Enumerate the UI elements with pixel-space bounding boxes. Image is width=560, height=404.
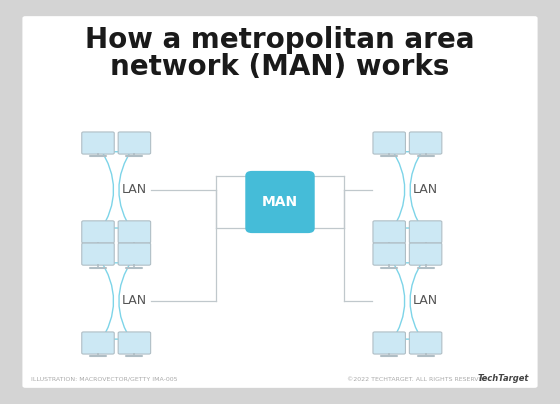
- Text: LAN: LAN: [122, 295, 147, 307]
- FancyBboxPatch shape: [373, 332, 405, 354]
- FancyBboxPatch shape: [373, 243, 405, 265]
- Text: LAN: LAN: [122, 183, 147, 196]
- Text: ©2022 TECHTARGET. ALL RIGHTS RESERVED: ©2022 TECHTARGET. ALL RIGHTS RESERVED: [347, 377, 487, 382]
- Text: LAN: LAN: [413, 295, 438, 307]
- FancyBboxPatch shape: [118, 132, 151, 154]
- FancyBboxPatch shape: [118, 332, 151, 354]
- Text: ILLUSTRATION: MACROVECTOR/GETTY IMA-005: ILLUSTRATION: MACROVECTOR/GETTY IMA-005: [31, 377, 178, 382]
- FancyBboxPatch shape: [118, 243, 151, 265]
- FancyBboxPatch shape: [409, 221, 442, 243]
- FancyBboxPatch shape: [245, 171, 315, 233]
- FancyBboxPatch shape: [82, 332, 114, 354]
- Text: How a metropolitan area: How a metropolitan area: [85, 26, 475, 54]
- FancyBboxPatch shape: [409, 332, 442, 354]
- Text: network (MAN) works: network (MAN) works: [110, 53, 450, 80]
- FancyBboxPatch shape: [409, 132, 442, 154]
- FancyBboxPatch shape: [373, 221, 405, 243]
- FancyBboxPatch shape: [118, 221, 151, 243]
- Text: LAN: LAN: [413, 183, 438, 196]
- FancyBboxPatch shape: [82, 132, 114, 154]
- FancyBboxPatch shape: [82, 243, 114, 265]
- Text: TechTarget: TechTarget: [478, 374, 529, 383]
- FancyBboxPatch shape: [373, 132, 405, 154]
- Text: MAN: MAN: [262, 195, 298, 209]
- FancyBboxPatch shape: [82, 221, 114, 243]
- FancyBboxPatch shape: [409, 243, 442, 265]
